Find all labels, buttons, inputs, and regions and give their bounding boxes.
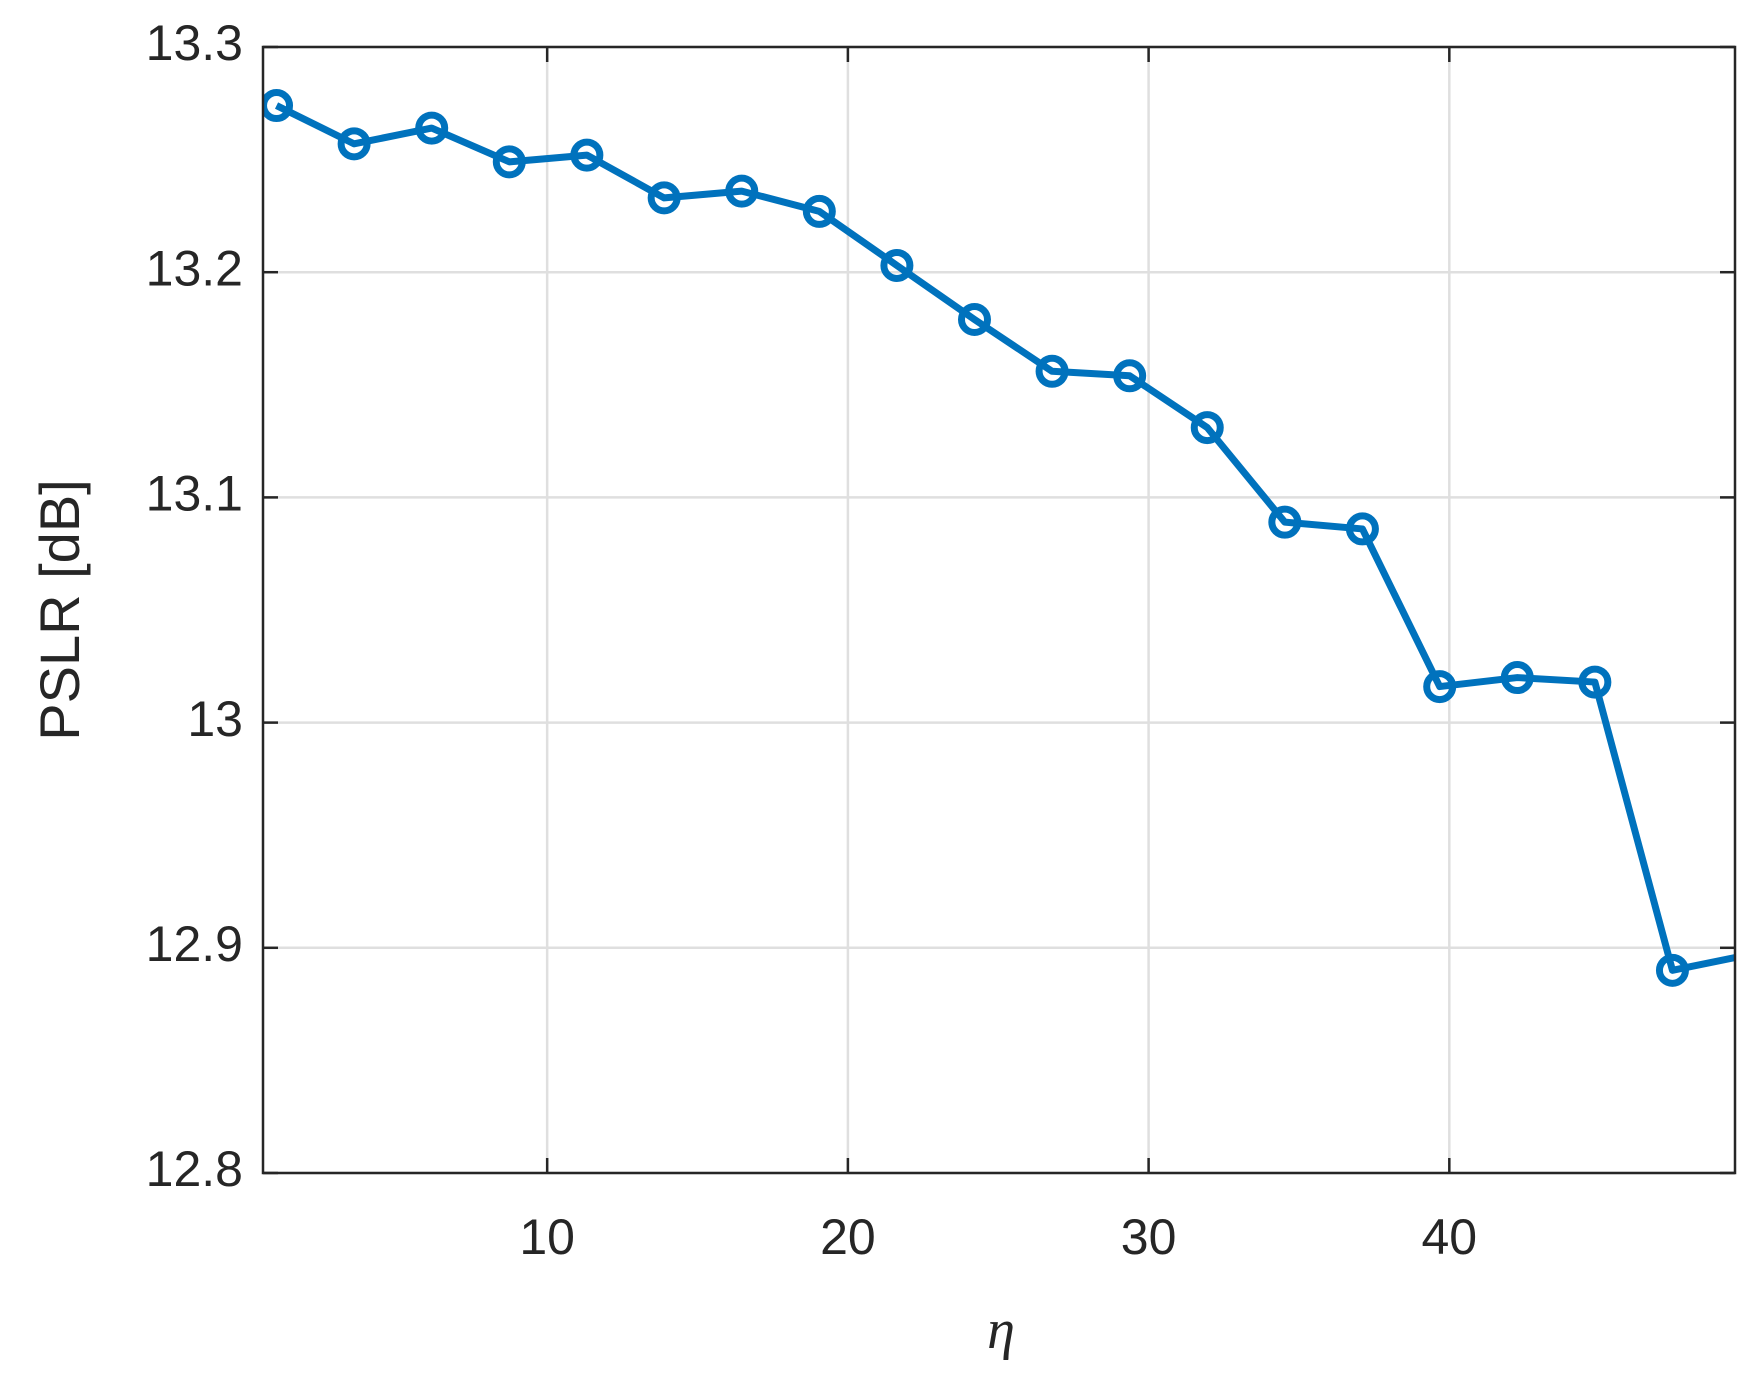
x-tick-label: 10: [519, 1209, 575, 1265]
data-point: [647, 181, 681, 215]
data-point: [492, 145, 526, 179]
data-point: [337, 127, 371, 161]
x-tick-label: 40: [1422, 1209, 1478, 1265]
axes-box: [261, 45, 1737, 1175]
data-point: [1035, 354, 1069, 388]
data-point: [1190, 411, 1224, 445]
y-tick-label: 12.8: [146, 1141, 243, 1197]
x-tick-label: 30: [1121, 1209, 1177, 1265]
x-tick-label: 20: [820, 1209, 876, 1265]
y-tick-label: 12.9: [146, 916, 243, 972]
data-point: [1500, 661, 1534, 695]
data-point: [1423, 670, 1457, 704]
data-point: [1655, 953, 1689, 987]
y-tick-label: 13.1: [146, 466, 243, 522]
data-point: [1578, 665, 1612, 699]
data-point: [802, 194, 836, 228]
data-point: [880, 248, 914, 282]
data-point: [957, 302, 991, 336]
y-tick-label: 13.3: [146, 15, 243, 71]
y-tick-label: 13: [187, 691, 243, 747]
x-axis-label: η: [987, 1299, 1015, 1361]
data-point: [1113, 359, 1147, 393]
data-point: [570, 138, 604, 172]
y-axis-label: PSLR [dB]: [28, 479, 91, 740]
data-point: [1268, 505, 1302, 539]
data-point: [415, 111, 449, 145]
data-point: [725, 174, 759, 208]
data-point: [1345, 512, 1379, 546]
data-line: [274, 102, 1735, 974]
y-tick-label: 13.2: [146, 240, 243, 296]
